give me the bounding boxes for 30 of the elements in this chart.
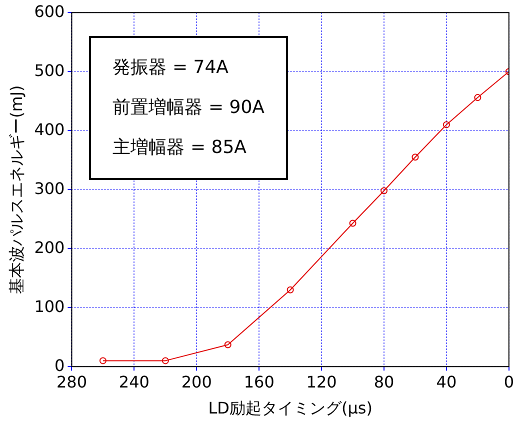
annotation: 発振器 = 74A <box>112 56 230 80</box>
y-tick-label: 100 <box>34 296 65 316</box>
point <box>412 154 419 161</box>
point <box>349 220 356 227</box>
point <box>286 286 294 294</box>
y-tick-label: 500 <box>34 60 65 80</box>
annotation: 前置増幅器 = 90A <box>112 96 264 120</box>
note-box: 発振器 = 74A 前置増幅器 = 90A 主増幅器 = 85A <box>88 36 288 180</box>
x-tick-label: 40 <box>436 372 457 392</box>
y-tick-label: 300 <box>34 178 65 198</box>
point <box>162 357 169 364</box>
x-tick-label: 0 <box>504 372 514 392</box>
point <box>380 187 388 194</box>
x-tick-label: 280 <box>56 372 88 392</box>
point <box>99 357 106 364</box>
y-tick-label: 0 <box>54 356 65 375</box>
x-tick-label: 200 <box>181 372 212 392</box>
annotation: 主増幅器 = 85A <box>112 136 248 160</box>
point <box>442 121 450 128</box>
x-tick-label: 120 <box>306 372 337 392</box>
y-tick-label: 600 <box>34 2 65 21</box>
point <box>474 94 482 102</box>
y-axis-title: 基本波パルスエネルギー(mJ) <box>6 85 26 294</box>
x-tick-label: 160 <box>244 372 274 392</box>
point <box>224 341 232 348</box>
y-tick-label: 400 <box>34 120 65 139</box>
x-tick-label: 240 <box>118 372 150 392</box>
x-tick-label: 80 <box>374 372 394 392</box>
y-tick-label: 200 <box>34 238 65 257</box>
x-axis-title: LD励起タイミング(μs) <box>208 398 372 418</box>
